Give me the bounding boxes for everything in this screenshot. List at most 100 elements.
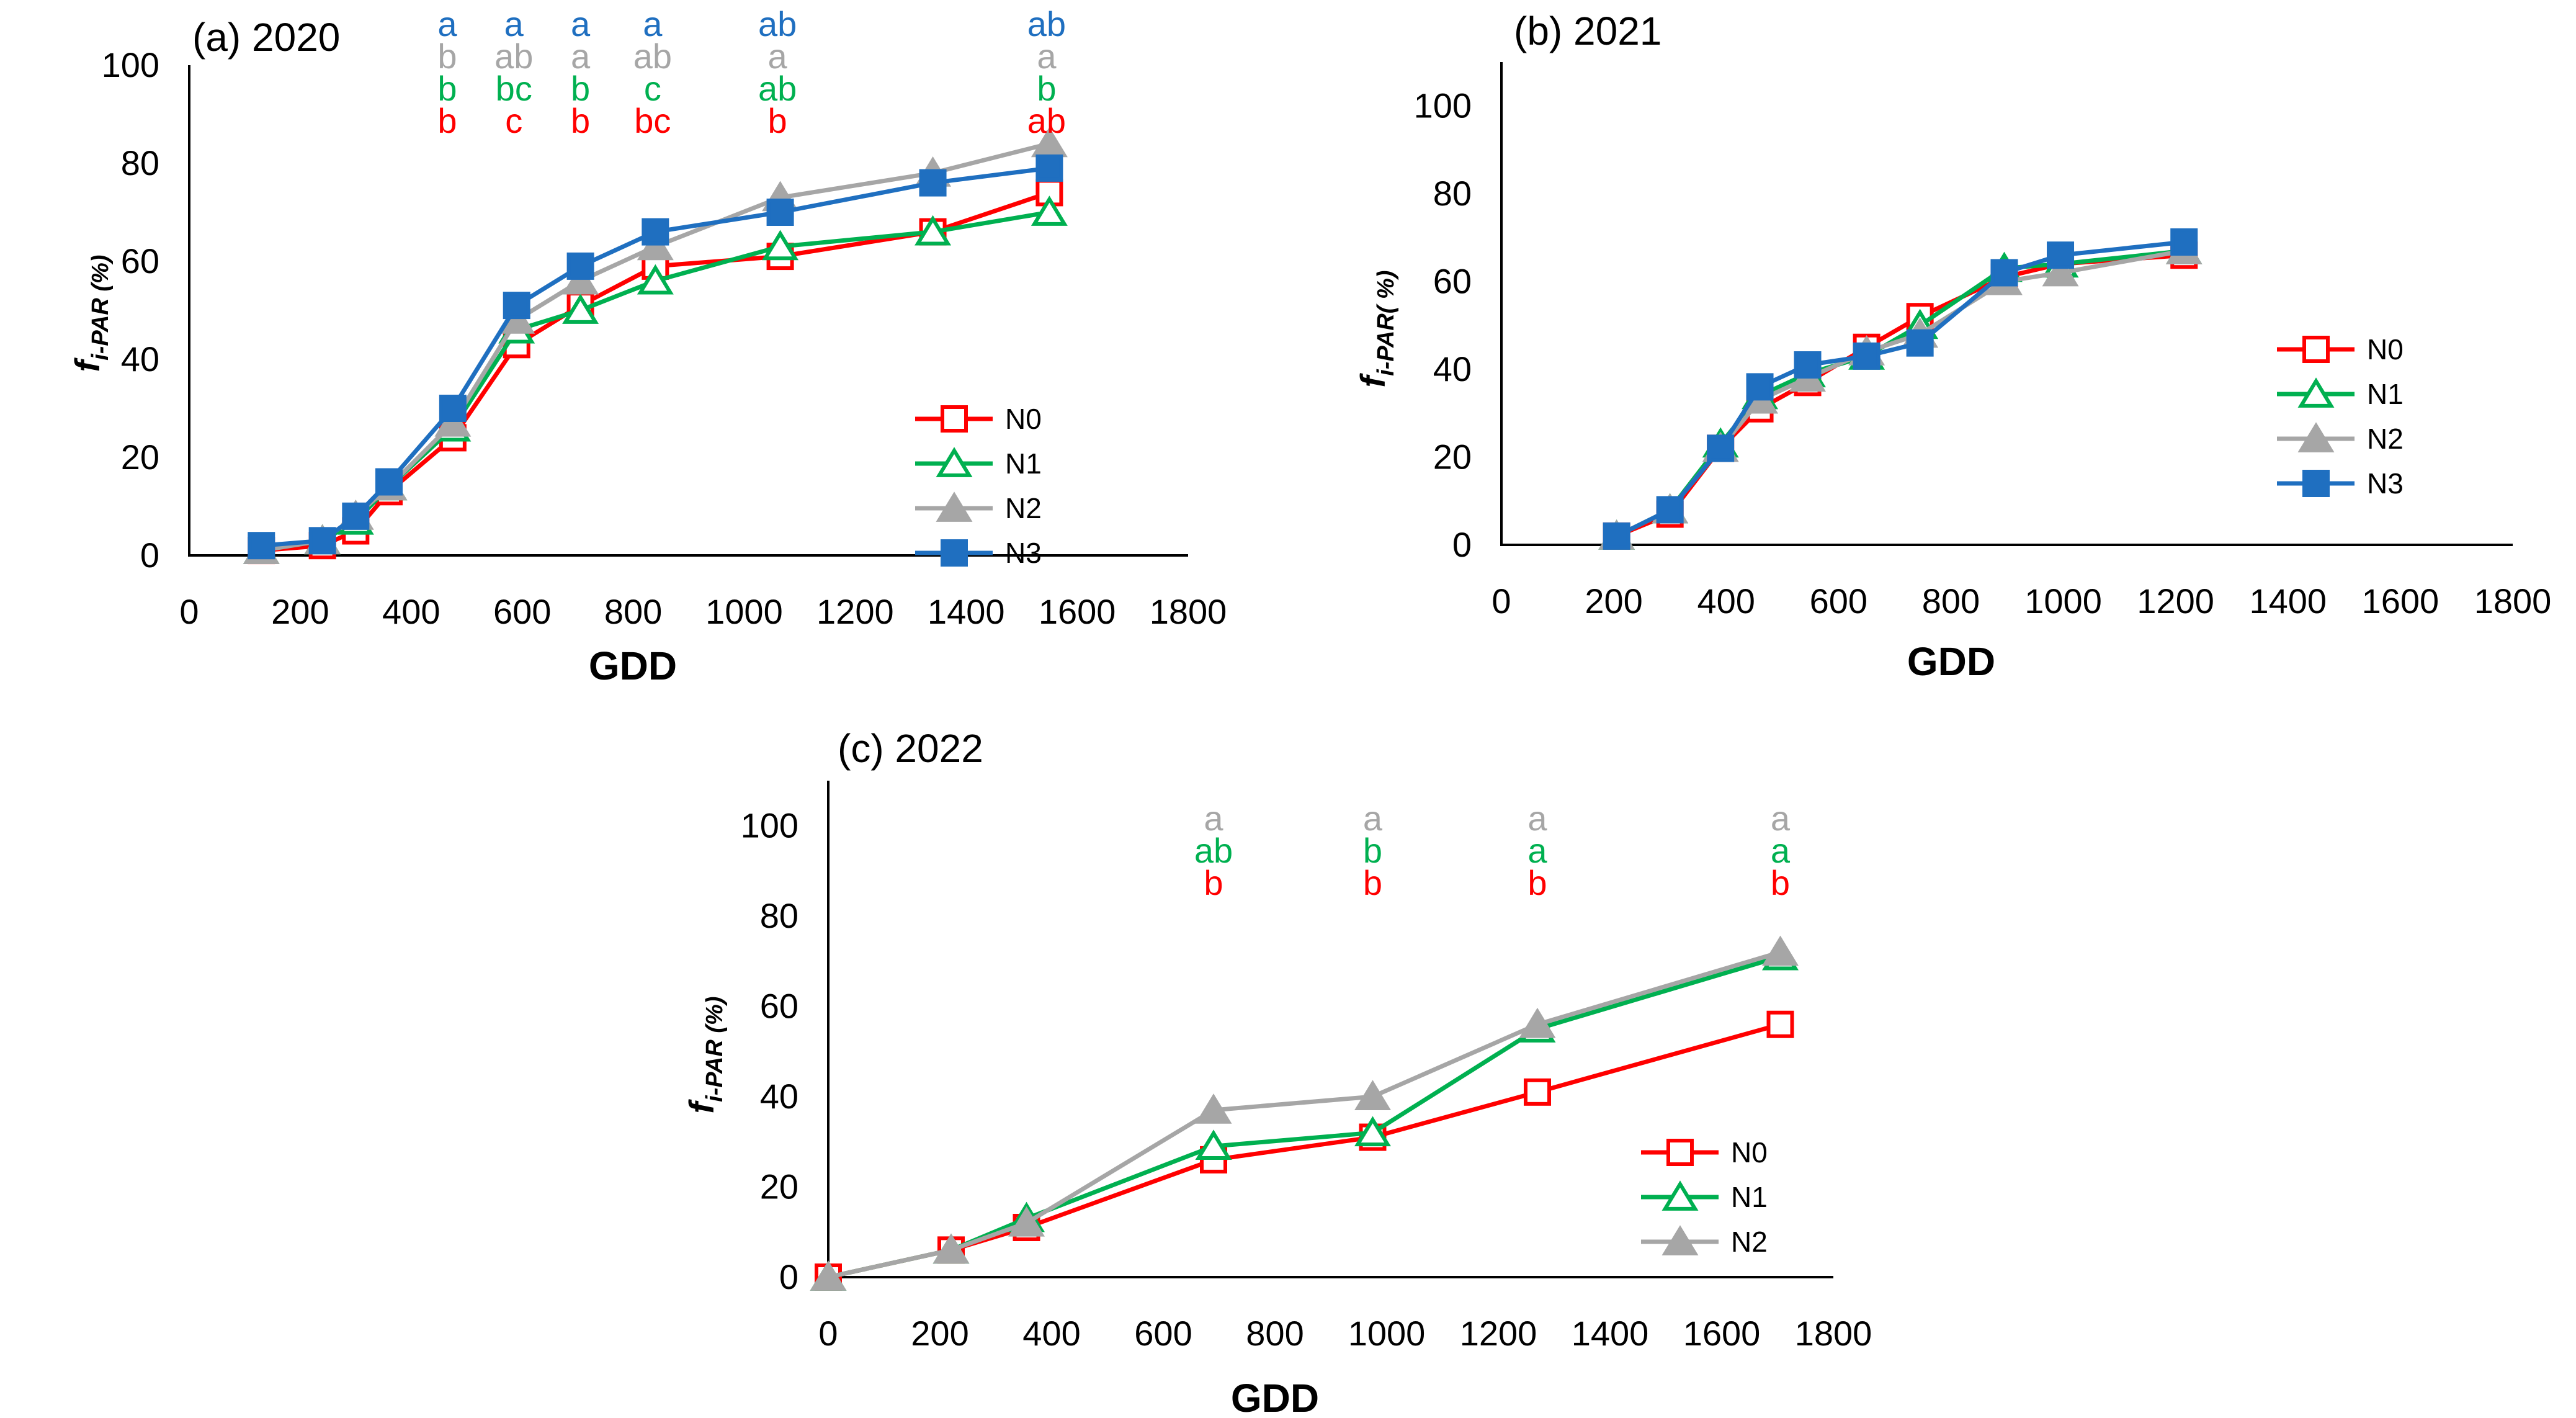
y-tick-label: 60 <box>760 987 798 1026</box>
legend-label-N1: N1 <box>1731 1181 1768 1213</box>
data-point-N3 <box>1035 154 1063 182</box>
significance-letter-N0: bc <box>634 101 671 140</box>
legend-label-N1: N1 <box>1005 447 1042 480</box>
legend-label-N3: N3 <box>1005 537 1042 569</box>
significance-letter-N1: bc <box>496 69 532 108</box>
x-axis-label: GDD <box>1907 639 1995 684</box>
data-point-N3 <box>1906 329 1934 357</box>
x-tick-label: 400 <box>1022 1314 1080 1353</box>
significance-letters: aab <box>1527 799 1547 902</box>
x-tick-label: 0 <box>1491 581 1511 621</box>
series-line-N1 <box>1616 248 2185 538</box>
data-point-N3 <box>439 395 467 422</box>
data-point-N3 <box>342 502 370 530</box>
legend-label-N0: N0 <box>2367 333 2404 366</box>
data-point-N3 <box>248 532 275 560</box>
x-tick-label: 200 <box>911 1314 968 1353</box>
data-point-N1 <box>1195 1129 1232 1160</box>
significance-letter-N0: b <box>571 101 590 140</box>
x-tick-label: 1600 <box>1039 592 1116 631</box>
chart-title: (a) 2020 <box>192 15 340 60</box>
significance-letter-N2: ab <box>633 37 672 76</box>
data-point-N2 <box>2042 256 2079 287</box>
significance-letter-N0: b <box>1771 863 1790 902</box>
significance-letter-N0: b <box>768 101 787 140</box>
significance-letter-N3: a <box>643 4 663 43</box>
series-line-N0 <box>828 1022 1781 1280</box>
significance-letter-N0: ab <box>1027 101 1066 140</box>
data-point-N3 <box>1707 434 1735 462</box>
data-point-N1 <box>637 264 674 295</box>
y-tick-label: 40 <box>760 1077 798 1116</box>
data-point-N3 <box>566 252 594 280</box>
data-point-N2 <box>562 264 599 295</box>
significance-letter-N1: a <box>1771 831 1791 870</box>
legend: N0 N1 N2 <box>1641 1136 1768 1258</box>
y-tick-label: 80 <box>1433 174 1472 213</box>
y-tick-label: 100 <box>1414 86 1472 125</box>
significance-letter-N3: ab <box>1027 4 1066 43</box>
legend-marker-N2 <box>936 491 973 522</box>
data-point-N1 <box>1354 1116 1391 1147</box>
data-point-N3 <box>919 169 947 197</box>
x-tick-label: 1600 <box>2362 581 2440 621</box>
y-tick-label: 60 <box>121 241 159 280</box>
significance-letter-N2: a <box>768 37 788 76</box>
data-point-N3 <box>766 199 794 226</box>
significance-letter-N1: a <box>1527 831 1547 870</box>
x-tick-label: 200 <box>1585 581 1642 621</box>
legend-marker-N1 <box>936 447 973 477</box>
x-tick-label: 600 <box>1810 581 1867 621</box>
legend-marker-N1 <box>1661 1180 1699 1211</box>
legend: N0 N1 N2 N3 <box>2277 333 2404 500</box>
y-axis-label-sub: i-PAR (%) <box>702 997 728 1102</box>
data-point-N3 <box>308 527 336 555</box>
y-tick-label: 100 <box>102 45 159 84</box>
legend-label-N2: N2 <box>1731 1226 1768 1258</box>
x-axis-label: GDD <box>1231 1376 1319 1418</box>
legend-marker-N0 <box>2302 336 2330 363</box>
significance-letter-N3: ab <box>758 4 797 43</box>
data-point-N3 <box>1794 351 1822 379</box>
x-tick-label: 1200 <box>1460 1314 1537 1353</box>
x-tick-label: 1800 <box>1150 592 1227 631</box>
x-tick-label: 1000 <box>705 592 783 631</box>
y-tick-label: 80 <box>121 143 159 182</box>
data-point-N2 <box>434 406 472 437</box>
significance-letter-N3: a <box>571 4 591 43</box>
y-tick-label: 20 <box>760 1167 798 1206</box>
significance-letter-N2: a <box>1771 799 1791 838</box>
series-line-N0 <box>1616 253 2185 539</box>
x-tick-label: 600 <box>1134 1314 1192 1353</box>
x-tick-label: 1000 <box>1348 1314 1426 1353</box>
data-point-N3 <box>503 292 530 320</box>
y-tick-label: 0 <box>779 1257 798 1296</box>
significance-letter-N2: ab <box>494 37 533 76</box>
data-point-N3 <box>375 468 403 496</box>
series-N2 <box>1598 234 2203 550</box>
x-tick-label: 1000 <box>2024 581 2102 621</box>
legend-marker-N3 <box>2302 470 2330 497</box>
x-tick-label: 0 <box>179 592 199 631</box>
data-point-N2 <box>1008 1206 1045 1237</box>
significance-letter-N2: a <box>1363 799 1383 838</box>
x-tick-label: 600 <box>493 592 551 631</box>
y-axis-label: fi-PAR (%) <box>68 255 114 372</box>
chart-title: (b) 2021 <box>1514 9 1661 53</box>
significance-letter-N1: c <box>644 69 661 108</box>
legend-label-N1: N1 <box>2367 378 2404 410</box>
data-point-N2 <box>1519 1007 1556 1038</box>
significance-letter-N0: b <box>437 101 457 140</box>
significance-letter-N3: a <box>437 4 457 43</box>
data-point-N1 <box>762 230 799 261</box>
data-point-N2 <box>1354 1080 1391 1110</box>
significance-letters: abb <box>1363 799 1383 902</box>
data-point-N0 <box>1766 1010 1794 1038</box>
data-point-N3 <box>1746 373 1774 401</box>
